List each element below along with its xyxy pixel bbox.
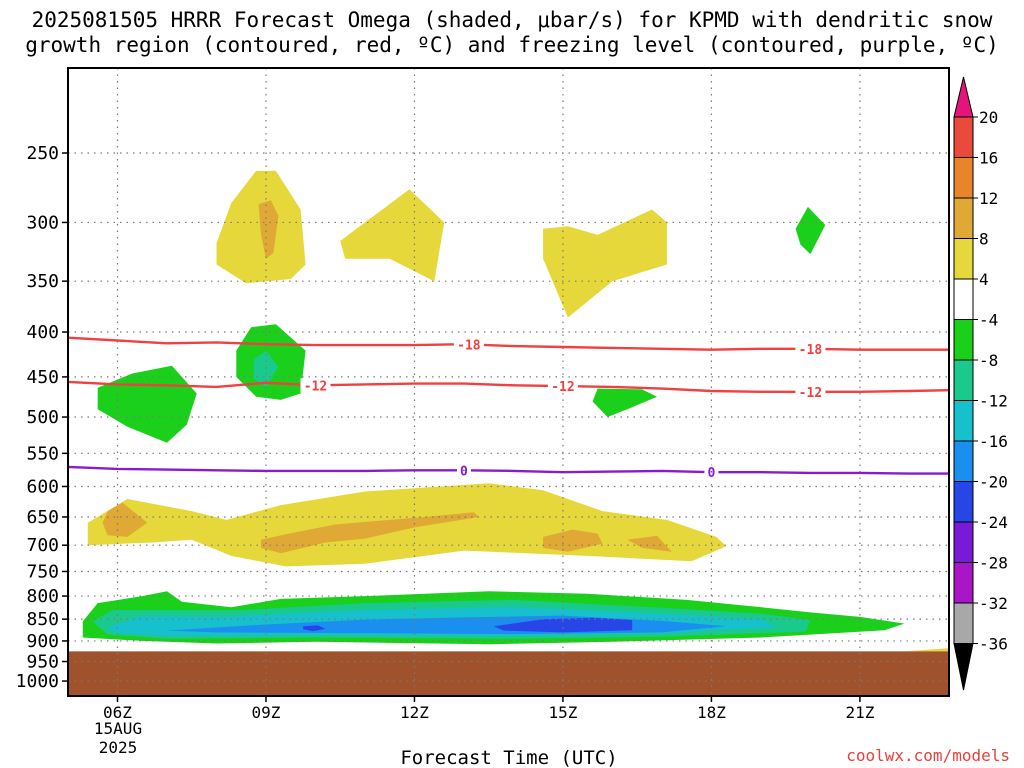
plot-frame [67,67,950,697]
contour-label--18: -18 [799,343,823,358]
chart-title: 2025081505 HRRR Forecast Omega (shaded, … [0,8,1024,58]
date-label-day: 15AUG [94,719,142,738]
colorbar-segment--12 [953,400,974,442]
colorbar-label--24: -24 [979,513,1008,532]
contour-label-bg [795,341,826,356]
contour-label-bg [453,337,484,352]
y-tick-label-550: 550 [26,443,59,464]
y-tick-label-950: 950 [26,652,59,673]
chart-axes: 2503003504004505005506006507007508008509… [16,143,875,722]
colorbar-label-4: 4 [979,270,989,289]
chart-title-line-2: growth region (contoured, red, ºC) and f… [25,33,999,57]
y-tick-label-900: 900 [26,631,59,652]
contour-label-0: 0 [708,466,716,481]
colorbar-bottom-triangle [953,643,974,691]
colorbar-label--20: -20 [979,473,1008,492]
colorbar-label--32: -32 [979,594,1008,613]
watermark: coolwx.com/models [846,746,1010,765]
y-tick-label-1000: 1000 [16,671,59,692]
contour-label-bg [300,378,331,393]
omega-region-13 [627,535,672,552]
omega-region-6 [253,350,279,387]
colorbar-segment--20 [953,481,974,523]
colorbar-segment-16 [953,157,974,199]
omega-region-19 [303,625,326,632]
colorbar-segment--4 [953,319,974,361]
x-tick-label-18Z: 18Z [697,703,726,722]
colorbar-segment--8 [953,359,974,401]
y-tick-label-300: 300 [26,212,59,233]
contour-label--12: -12 [551,380,574,395]
colorbar-label-16: 16 [979,149,998,168]
omega-shading [82,170,949,652]
chart-contours: -18 -18 -12 -12 -12 0 0 [68,336,949,481]
omega-region-20 [904,648,949,652]
contour-label-bg [704,465,719,480]
colorbar-label--36: -36 [979,635,1008,654]
y-tick-label-650: 650 [26,507,59,528]
y-tick-label-600: 600 [26,476,59,497]
date-label-year: 2025 [99,738,138,757]
colorbar-segment--28 [953,562,974,604]
x-tick-label-15Z: 15Z [548,703,577,722]
colorbar-segment--24 [953,521,974,563]
colorbar: 20 16 12 8 4 -4 -8 -12 -16 -20 -24 -28 -32 -36 [953,76,1008,691]
omega-region-18 [493,617,633,633]
y-tick-label-250: 250 [26,143,59,164]
omega-region-3 [543,209,667,318]
y-tick-label-850: 850 [26,609,59,630]
colorbar-segment-8 [953,238,974,280]
colorbar-segment-20 [953,116,974,158]
chart-title-line-1: 2025081505 HRRR Forecast Omega (shaded, … [31,8,993,32]
colorbar-label--16: -16 [979,432,1008,451]
contour-label--12: -12 [304,379,327,394]
contour-label-bg [456,463,471,478]
colorbar-label-12: 12 [979,189,998,208]
omega-region-2 [340,189,445,282]
omega-region-12 [543,529,603,552]
contour-label-bg [795,384,826,399]
omega-region-1 [258,200,279,259]
x-tick-label-09Z: 09Z [252,703,281,722]
y-tick-label-400: 400 [26,322,59,343]
y-tick-label-750: 750 [26,561,59,582]
omega-region-8 [592,388,657,417]
x-axis-label: Forecast Time (UTC) [400,747,617,768]
colorbar-label--4: -4 [979,311,998,330]
y-tick-label-500: 500 [26,407,59,428]
omega-region-10 [102,502,148,537]
terrain-block [68,651,949,696]
omega-region-11 [261,512,479,554]
y-tick-label-800: 800 [26,586,59,607]
colorbar-label--8: -8 [979,351,998,370]
contour-line-0 [68,465,949,475]
x-tick-label-21Z: 21Z [845,703,874,722]
colorbar-label-20: 20 [979,108,998,127]
colorbar-segment-12 [953,197,974,239]
y-tick-label-350: 350 [26,271,59,292]
colorbar-label-8: 8 [979,230,989,249]
contour-label--12: -12 [799,386,822,401]
colorbar-label--12: -12 [979,392,1008,411]
omega-region-4 [795,206,826,255]
x-tick-label-06Z: 06Z [103,703,132,722]
contour-label--18: -18 [457,338,481,353]
x-tick-label-12Z: 12Z [400,703,429,722]
y-tick-label-450: 450 [26,367,59,388]
colorbar-top-triangle [953,76,974,118]
colorbar-segment--16 [953,440,974,482]
colorbar-label--28: -28 [979,554,1008,573]
y-tick-label-700: 700 [26,535,59,556]
chart-grid [68,68,949,696]
colorbar-segment--32 [953,602,974,644]
contour-label-bg [547,379,578,394]
contour-label-0: 0 [460,464,468,479]
colorbar-segment-4 [953,278,974,320]
